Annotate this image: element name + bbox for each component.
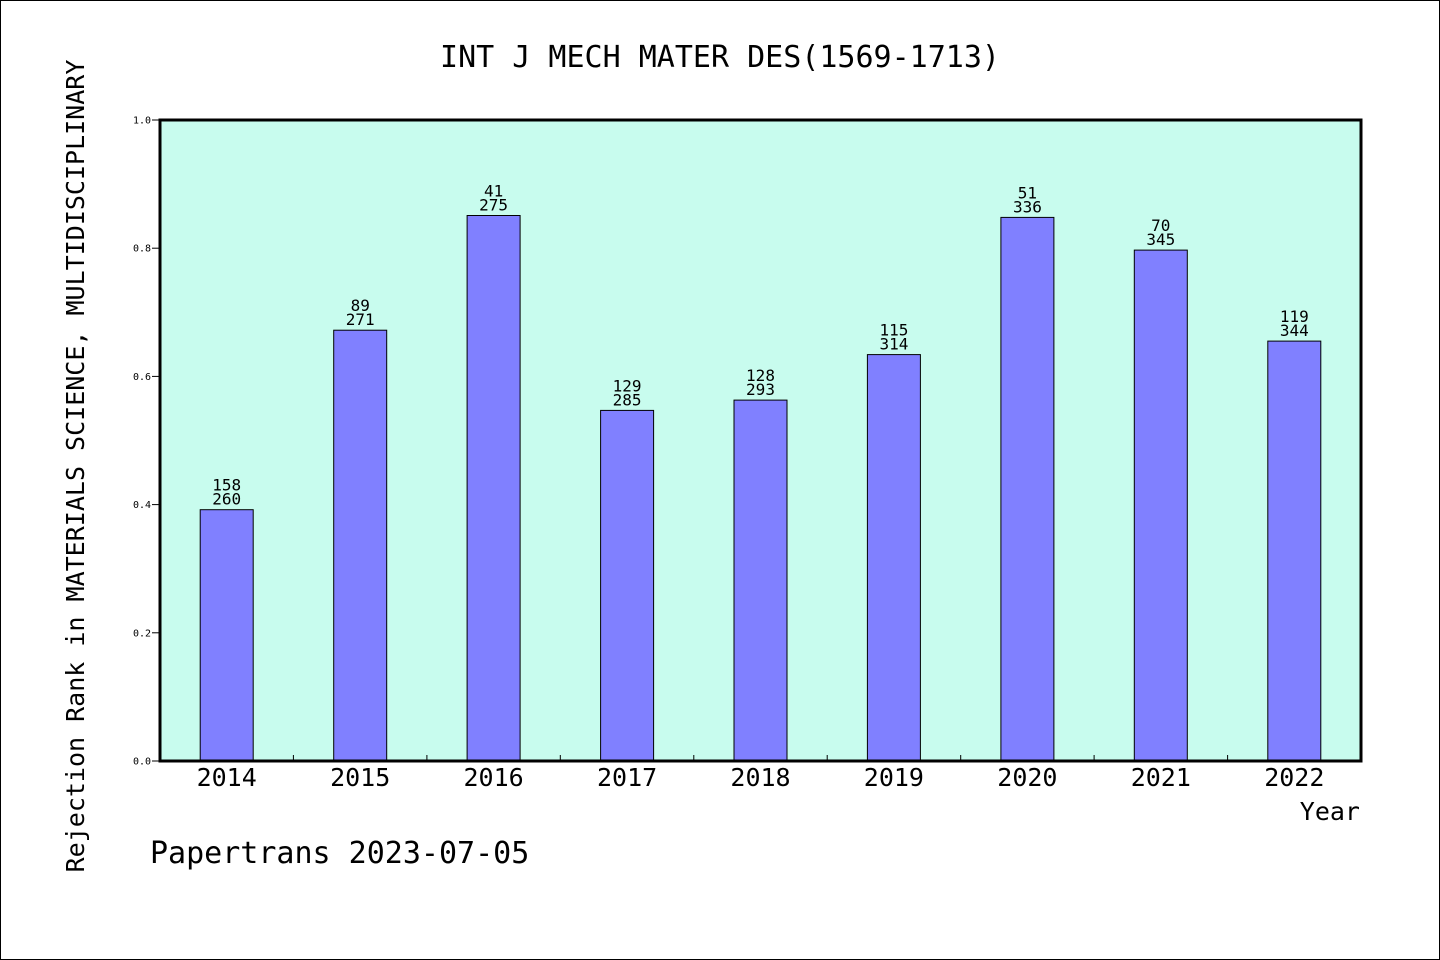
bar-rank-label-2021: 70 bbox=[1151, 216, 1170, 235]
x-tick-label-2021: 2021 bbox=[1131, 763, 1191, 792]
bar-2019 bbox=[866, 354, 921, 762]
bar-rank-label-2022: 119 bbox=[1280, 307, 1309, 326]
x-tick-label-2018: 2018 bbox=[730, 763, 790, 792]
x-tick-label-2017: 2017 bbox=[597, 763, 657, 792]
bar-rank-label-2019: 115 bbox=[879, 321, 908, 340]
y-axis: 0.0 0.2 0.4 0.6 0.8 1.0 bbox=[133, 116, 160, 768]
bars-layer bbox=[199, 215, 1322, 762]
y-tick-label: 0.8 bbox=[133, 244, 151, 255]
bar-2022 bbox=[1267, 340, 1322, 762]
y-tick-label: 0.0 bbox=[133, 757, 151, 768]
bar-total-label-2020: 336 bbox=[1013, 197, 1042, 216]
y-tick-label: 1.0 bbox=[133, 116, 151, 127]
bar-rank-label-2018: 128 bbox=[746, 366, 775, 385]
bar-rank-label-2016: 41 bbox=[484, 182, 503, 201]
bar-total-label-2015: 271 bbox=[346, 310, 375, 329]
y-tick-label: 0.2 bbox=[133, 628, 151, 639]
bar-total-label-2022: 344 bbox=[1280, 321, 1309, 340]
bar-2018 bbox=[733, 399, 788, 762]
bar-total-label-2014: 260 bbox=[212, 490, 241, 509]
bar-total-label-2019: 314 bbox=[879, 335, 908, 354]
x-tick-label-2020: 2020 bbox=[997, 763, 1057, 792]
bar-total-label-2017: 285 bbox=[613, 390, 642, 409]
x-axis: 2014 2015 2016 2017 2018 2019 2020 2021 2022 bbox=[197, 755, 1324, 792]
bar-2014 bbox=[199, 509, 254, 762]
y-axis-label: Rejection Rank in MATERIALS SCIENCE, MUL… bbox=[61, 60, 90, 873]
y-tick-label: 0.6 bbox=[133, 372, 151, 383]
x-tick-label-2022: 2022 bbox=[1264, 763, 1324, 792]
bar-rank-label-2020: 51 bbox=[1018, 183, 1037, 202]
bar-rank-label-2015: 89 bbox=[351, 296, 370, 315]
bar-2017 bbox=[600, 409, 655, 762]
bar-total-label-2021: 345 bbox=[1146, 230, 1175, 249]
y-tick-label: 0.4 bbox=[133, 500, 151, 511]
bar-rank-label-2017: 129 bbox=[613, 376, 642, 395]
x-tick-label-2019: 2019 bbox=[864, 763, 924, 792]
x-tick-label-2016: 2016 bbox=[463, 763, 523, 792]
x-tick-label-2015: 2015 bbox=[330, 763, 390, 792]
x-tick-label-2014: 2014 bbox=[197, 763, 257, 792]
plot-border bbox=[158, 118, 1363, 763]
bar-2020 bbox=[1000, 216, 1055, 762]
bar-total-label-2016: 275 bbox=[479, 196, 508, 215]
bar-2016 bbox=[466, 215, 521, 762]
bar-total-label-2018: 293 bbox=[746, 380, 775, 399]
bar-2015 bbox=[333, 329, 388, 762]
credit-text: Papertrans 2023-07-05 bbox=[150, 836, 529, 871]
bar-rank-label-2014: 158 bbox=[212, 476, 241, 495]
chart-title: INT J MECH MATER DES(1569-1713) bbox=[440, 40, 1000, 75]
bar-2021 bbox=[1133, 249, 1188, 762]
x-axis-label: Year bbox=[1300, 797, 1360, 826]
